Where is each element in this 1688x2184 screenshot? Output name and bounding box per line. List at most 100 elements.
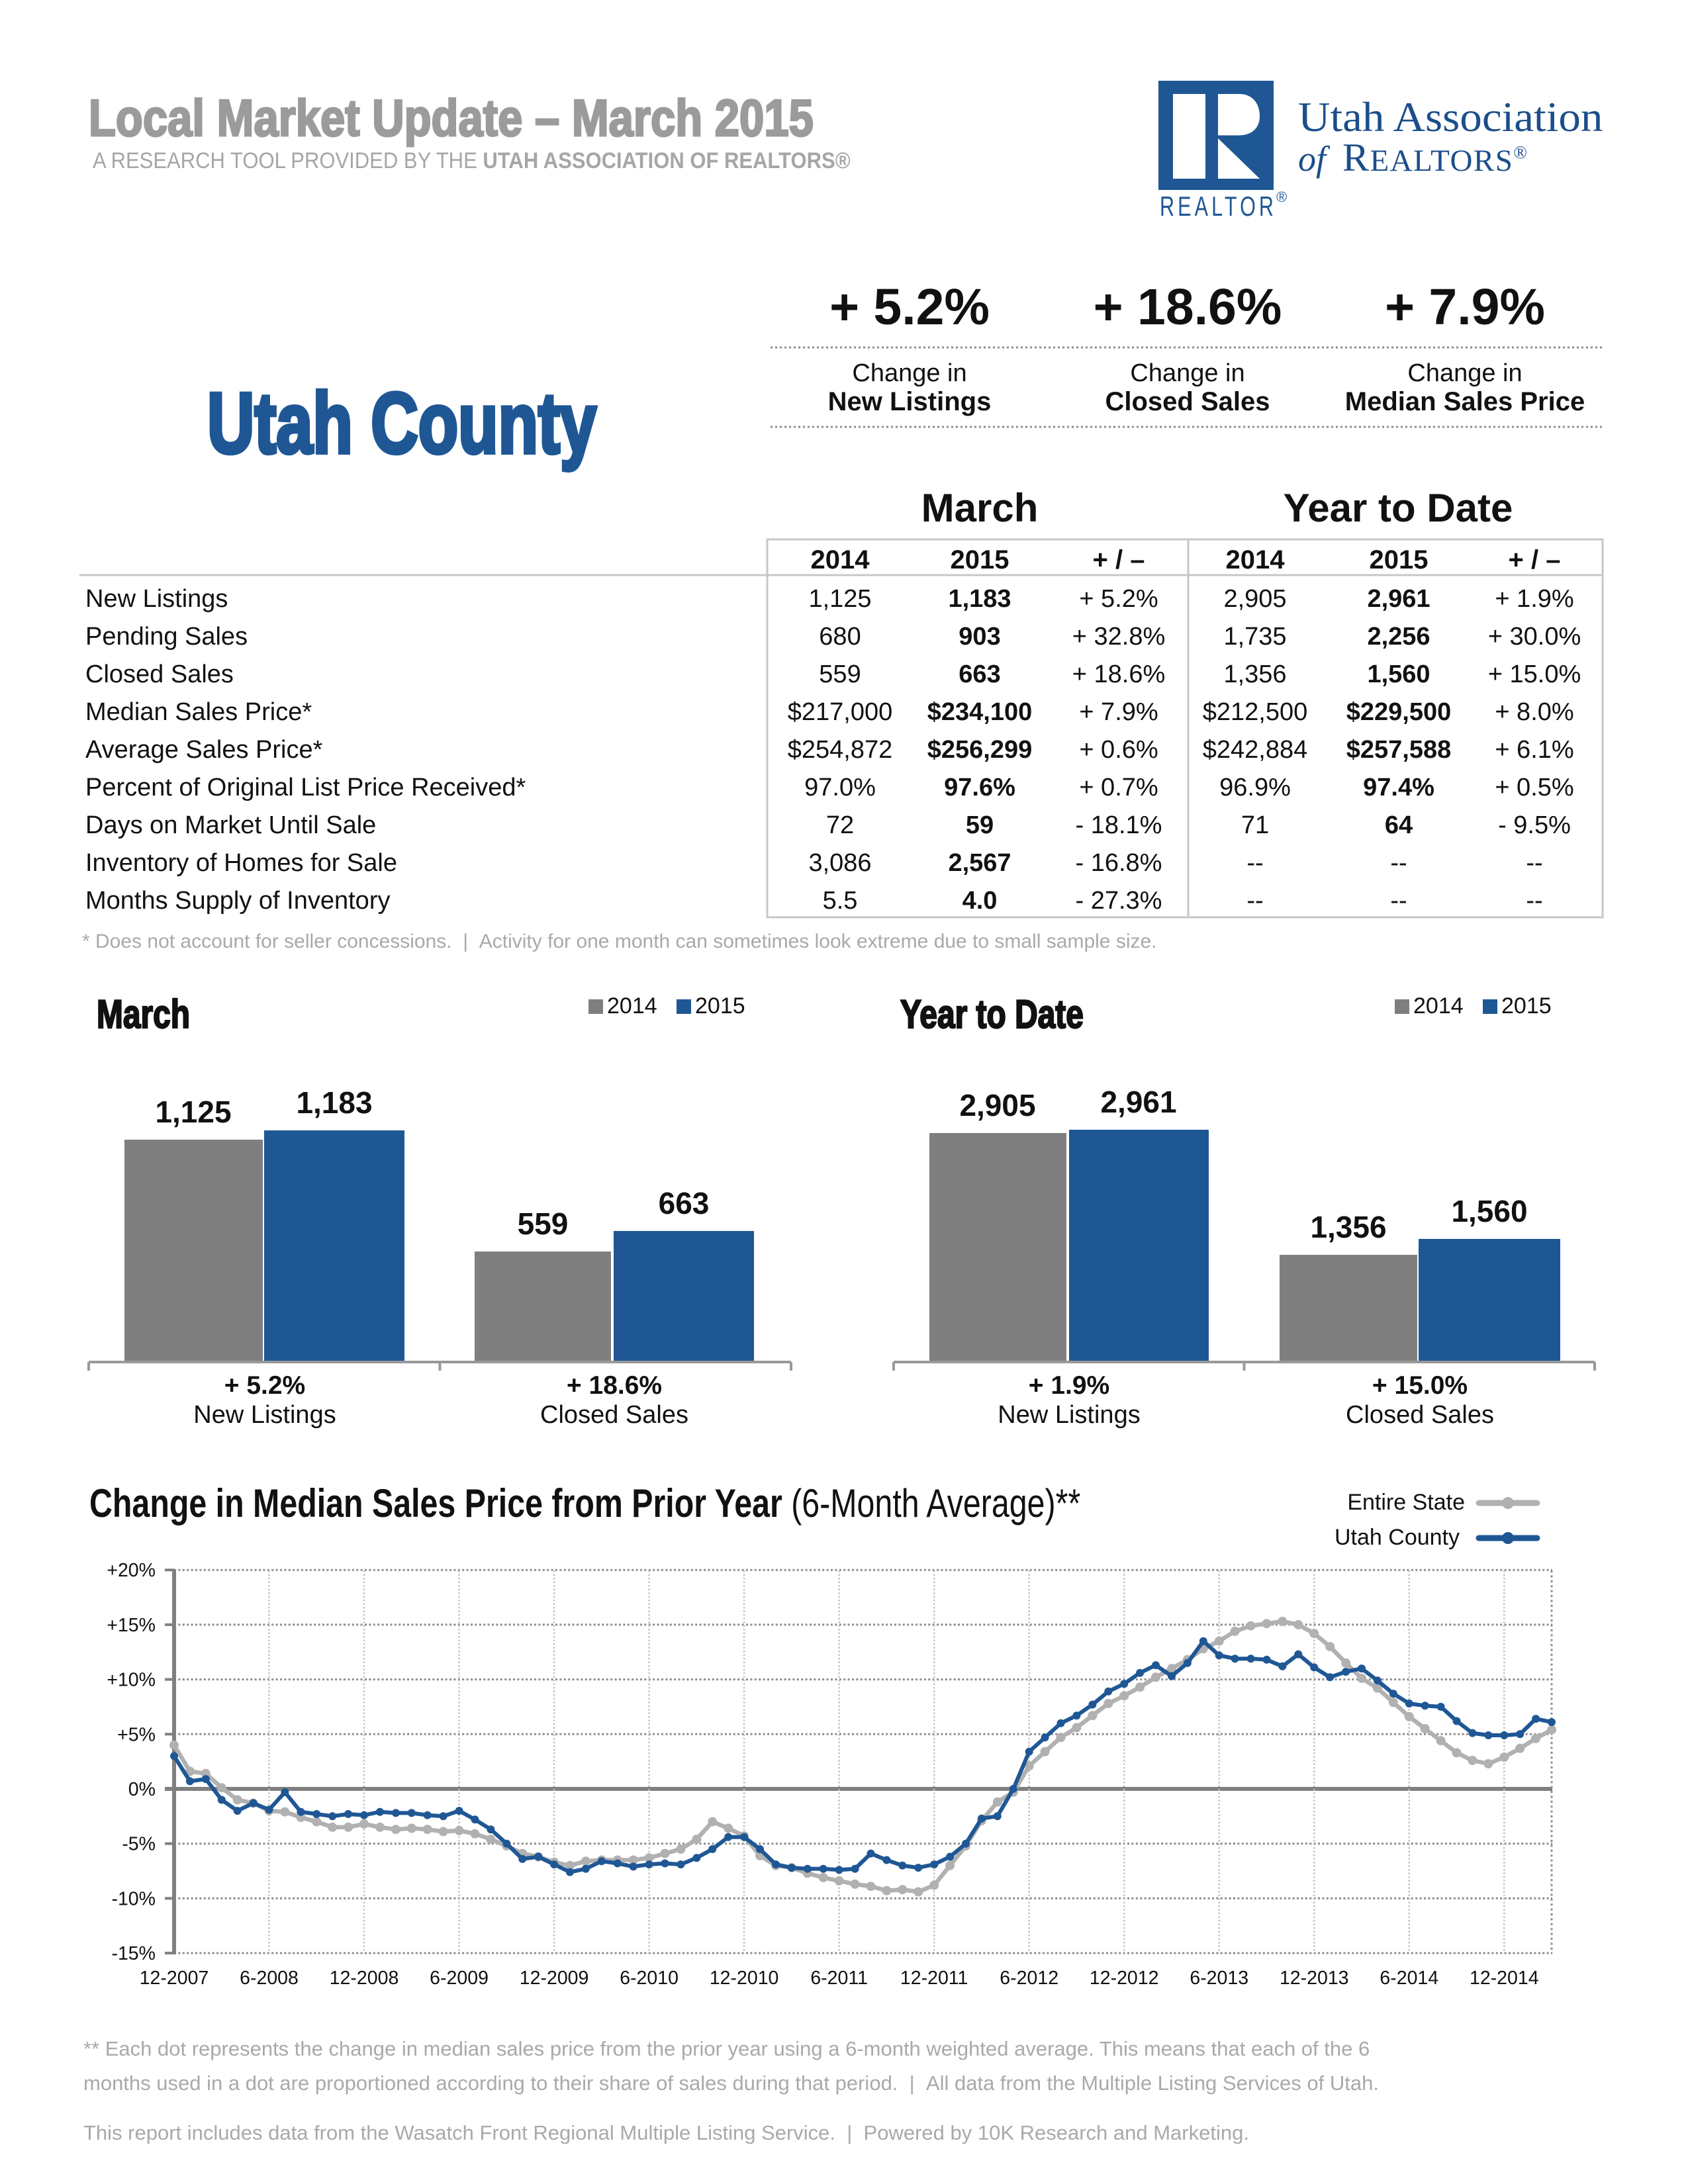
svg-text:+5%: +5% [117,1724,156,1745]
svg-text:97.0%: 97.0% [804,774,876,801]
svg-text:2014: 2014 [1413,993,1464,1019]
svg-text:12-2014: 12-2014 [1470,1968,1539,1989]
svg-text:5.5: 5.5 [823,887,858,915]
svg-text:72: 72 [826,811,854,839]
svg-text:3,086: 3,086 [808,849,871,877]
svg-text:$217,000: $217,000 [788,698,893,726]
svg-text:6-2012: 6-2012 [1000,1968,1058,1989]
svg-text:1,560: 1,560 [1367,660,1430,688]
svg-text:+ 32.8%: + 32.8% [1072,623,1166,651]
svg-text:March: March [97,992,190,1036]
svg-text:- 9.5%: - 9.5% [1498,811,1571,839]
svg-text:A RESEARCH TOOL PROVIDED BY TH: A RESEARCH TOOL PROVIDED BY THE UTAH ASS… [93,148,851,173]
svg-text:1,560: 1,560 [1451,1194,1527,1228]
svg-text:-10%: -10% [111,1888,156,1909]
svg-text:Year to Date: Year to Date [1284,486,1513,530]
svg-text:559: 559 [518,1206,569,1241]
svg-text:+ 7.9%: + 7.9% [1385,279,1545,336]
svg-text:®: ® [1276,189,1287,205]
svg-text:71: 71 [1241,811,1269,839]
svg-text:- 27.3%: - 27.3% [1076,887,1162,915]
svg-text:+ 18.6%: + 18.6% [1072,660,1166,688]
svg-text:REALTOR: REALTOR [1160,191,1277,222]
svg-text:2,567: 2,567 [948,849,1011,877]
svg-text:Change in: Change in [1130,359,1244,387]
svg-text:2,905: 2,905 [959,1088,1035,1122]
svg-text:Pending Sales: Pending Sales [85,623,248,651]
svg-text:--: -- [1526,849,1542,877]
svg-text:2,961: 2,961 [1367,585,1430,613]
svg-text:+ 1.9%: + 1.9% [1495,585,1573,613]
svg-text:+10%: +10% [107,1670,156,1691]
svg-text:$234,100: $234,100 [927,698,1033,726]
svg-text:+20%: +20% [107,1560,156,1581]
svg-text:March: March [921,486,1039,530]
svg-text:Local Market Update – March 20: Local Market Update – March 2015 [89,89,814,147]
svg-text:2,256: 2,256 [1367,623,1430,651]
svg-text:97.6%: 97.6% [944,774,1015,801]
svg-text:$257,588: $257,588 [1346,736,1452,764]
svg-text:96.9%: 96.9% [1219,774,1291,801]
svg-text:6-2010: 6-2010 [620,1968,679,1989]
svg-text:Percent of Original List Price: Percent of Original List Price Received* [85,774,526,801]
svg-text:1,183: 1,183 [948,585,1011,613]
svg-text:559: 559 [819,660,861,688]
svg-text:+ 5.2%: + 5.2% [1079,585,1158,613]
svg-text:** Each dot represents the cha: ** Each dot represents the change in med… [83,2037,1370,2060]
svg-text:+ 0.6%: + 0.6% [1079,736,1158,764]
svg-text:Inventory of Homes for Sale: Inventory of Homes for Sale [85,849,397,877]
svg-text:Closed Sales: Closed Sales [540,1401,688,1429]
svg-text:-15%: -15% [111,1943,156,1964]
svg-text:59: 59 [966,811,994,839]
svg-text:6-2008: 6-2008 [240,1968,299,1989]
svg-text:+ 7.9%: + 7.9% [1079,698,1158,726]
svg-text:663: 663 [959,660,1000,688]
svg-text:+15%: +15% [107,1615,156,1636]
svg-text:Utah Association: Utah Association [1298,94,1603,140]
svg-text:$254,872: $254,872 [788,736,893,764]
svg-text:903: 903 [959,623,1000,651]
svg-text:12-2010: 12-2010 [710,1968,779,1989]
svg-text:--: -- [1526,887,1542,915]
svg-text:+ 18.6%: + 18.6% [567,1371,662,1400]
svg-text:2015: 2015 [1370,545,1429,574]
svg-text:+ 0.7%: + 0.7% [1079,774,1158,801]
svg-text:1,125: 1,125 [808,585,871,613]
svg-text:663: 663 [659,1186,710,1220]
svg-text:--: -- [1390,849,1407,877]
svg-text:1,125: 1,125 [155,1095,231,1129]
svg-text:64: 64 [1385,811,1413,839]
svg-text:New Listings: New Listings [85,585,228,613]
svg-text:+ 30.0%: + 30.0% [1488,623,1581,651]
svg-text:- 16.8%: - 16.8% [1076,849,1162,877]
svg-text:Months Supply of Inventory: Months Supply of Inventory [85,887,390,915]
svg-text:Median Sales Price: Median Sales Price [1345,387,1585,416]
svg-text:6-2011: 6-2011 [810,1968,868,1989]
svg-text:+ 15.0%: + 15.0% [1488,660,1581,688]
svg-text:1,183: 1,183 [296,1085,372,1120]
svg-text:* Does not account for seller: * Does not account for seller concession… [82,931,1157,952]
svg-text:12-2012: 12-2012 [1090,1968,1159,1989]
svg-text:1,356: 1,356 [1310,1210,1386,1244]
svg-text:$229,500: $229,500 [1346,698,1452,726]
svg-text:+ / –: + / – [1509,545,1561,574]
svg-text:2,961: 2,961 [1100,1085,1176,1119]
svg-text:2014: 2014 [811,545,870,574]
svg-text:Closed Sales: Closed Sales [85,660,234,688]
svg-text:$242,884: $242,884 [1203,736,1308,764]
svg-text:Closed Sales: Closed Sales [1105,387,1270,416]
svg-text:680: 680 [819,623,861,651]
svg-text:2015: 2015 [695,993,745,1019]
svg-text:0%: 0% [128,1779,156,1800]
svg-text:--: -- [1246,849,1263,877]
svg-text:$212,500: $212,500 [1203,698,1308,726]
svg-text:--: -- [1390,887,1407,915]
svg-text:6-2009: 6-2009 [430,1968,489,1989]
svg-text:12-2007: 12-2007 [140,1968,209,1989]
svg-text:2015: 2015 [951,545,1009,574]
svg-text:2,905: 2,905 [1223,585,1286,613]
svg-text:+ 0.5%: + 0.5% [1495,774,1573,801]
svg-text:12-2013: 12-2013 [1280,1968,1349,1989]
svg-text:6-2013: 6-2013 [1190,1968,1248,1989]
svg-text:--: -- [1246,887,1263,915]
